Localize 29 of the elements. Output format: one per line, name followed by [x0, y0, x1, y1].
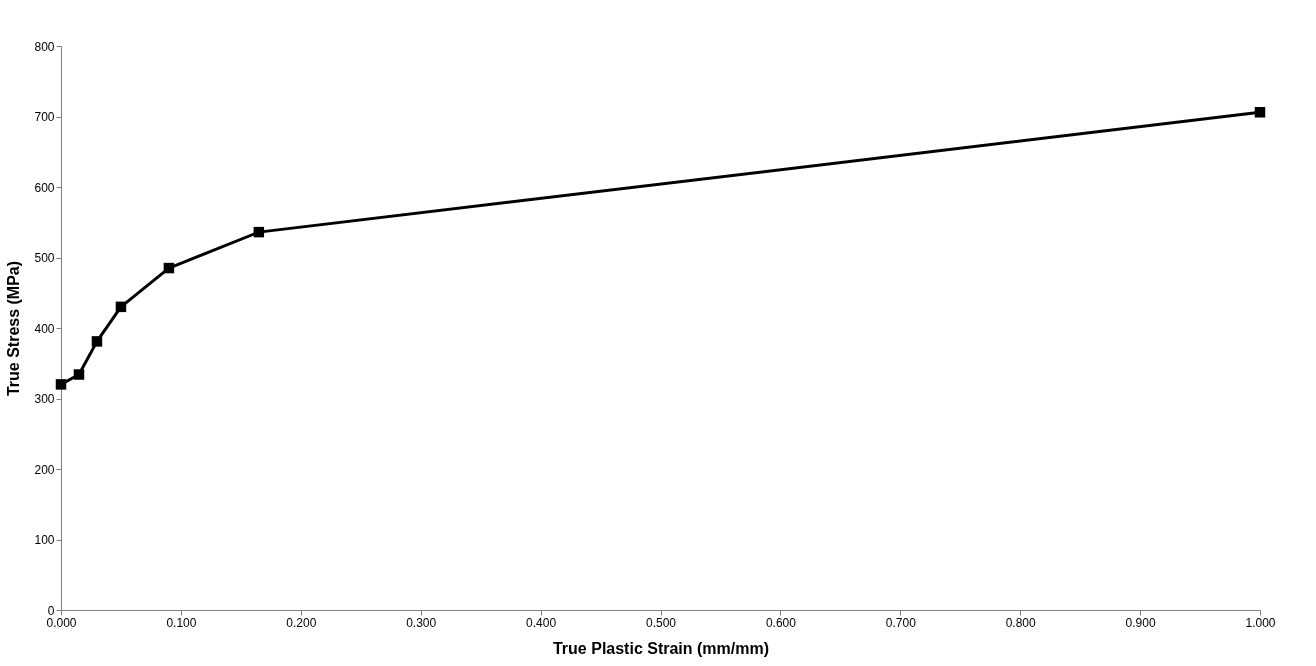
x-tick-label: 0.600 [765, 615, 797, 630]
y-tick-label: 500 [34, 251, 55, 265]
x-axis-title: True Plastic Strain (mm/mm) [552, 639, 770, 657]
y-tick-label: 800 [34, 39, 55, 54]
y-tick-label: 0 [47, 603, 55, 618]
y-axis-title: True Stress (MPa) [5, 260, 23, 397]
y-tick-label: 100 [34, 533, 55, 547]
y-tick-label: 300 [34, 392, 55, 406]
point [253, 226, 265, 238]
x-tick-label: 0.000 [46, 615, 77, 630]
point [55, 379, 67, 390]
x-tick-label: 0.500 [645, 615, 677, 630]
y-tick-label: 600 [34, 180, 55, 195]
point [91, 336, 103, 347]
y-tick-label: 700 [34, 110, 55, 124]
x-tick-label: 1.000 [1245, 615, 1276, 630]
x-tick-label: 0.300 [406, 615, 437, 630]
point [73, 369, 85, 380]
point [163, 262, 175, 274]
x-tick-label: 0.700 [885, 615, 917, 630]
y-tick-label: 400 [34, 321, 55, 336]
x-tick-label: 0.100 [166, 615, 197, 630]
x-tick-label: 0.900 [1125, 615, 1156, 630]
x-tick-label: 0.800 [1005, 615, 1037, 630]
x-tick-label: 0.400 [526, 615, 557, 630]
y-tick-label: 200 [34, 462, 55, 477]
point [115, 301, 127, 313]
x-tick-label: 0.200 [286, 615, 317, 630]
point [1254, 107, 1266, 118]
